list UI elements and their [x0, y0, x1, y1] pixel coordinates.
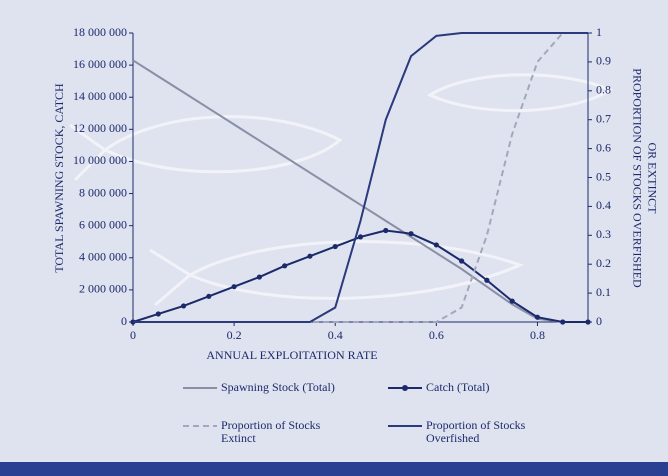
x-tick-label: 0: [130, 328, 136, 342]
data-point: [408, 231, 414, 237]
legend-label: Spawning Stock (Total): [221, 380, 335, 394]
legend-label: Proportion of Stocks Extinct: [221, 418, 321, 445]
y2-axis-label: OR EXTINCT: [645, 143, 659, 215]
y-tick-label: 18 000 000: [73, 25, 127, 39]
y2-tick-label: 0.5: [596, 169, 611, 183]
data-point: [332, 243, 338, 250]
data-point: [383, 227, 389, 234]
x-tick-label: 0.4: [328, 328, 343, 342]
legend-label: Proportion of Stocks Overfished: [426, 418, 526, 445]
data-point: [357, 234, 364, 240]
y2-tick-label: 0: [596, 314, 602, 328]
y-tick-label: 10 000 000: [73, 153, 127, 167]
y-tick-label: 6 000 000: [79, 217, 127, 231]
data-point: [180, 303, 187, 309]
series-line: [132, 59, 588, 323]
y-tick-label: 2 000 000: [79, 282, 127, 296]
series-line: [133, 32, 588, 323]
data-point: [534, 314, 541, 320]
x-tick-label: 0.2: [227, 328, 242, 342]
y-tick-label: 4 000 000: [79, 250, 127, 264]
data-point: [282, 263, 288, 269]
data-point: [307, 253, 313, 259]
data-point: [560, 319, 566, 325]
y2-axis-label: PROPORTION OF STOCKS OVERFISHED: [630, 68, 644, 288]
x-tick-label: 0.6: [429, 328, 444, 342]
y2-tick-label: 1: [596, 25, 602, 39]
data-point: [459, 258, 465, 264]
data-point: [256, 274, 262, 280]
data-point: [484, 277, 490, 283]
legend-label: Catch (Total): [426, 380, 490, 394]
fish-decoration: [69, 73, 614, 307]
legend-marker: [402, 385, 408, 391]
data-point: [585, 319, 591, 325]
y-tick-label: 16 000 000: [73, 57, 127, 71]
y2-tick-label: 0.6: [596, 140, 611, 154]
y2-tick-label: 0.3: [596, 227, 611, 241]
data-point: [433, 242, 439, 248]
y2-tick-label: 0.4: [596, 198, 611, 212]
data-point: [155, 311, 161, 317]
y2-tick-label: 0.2: [596, 256, 611, 270]
y-tick-label: 8 000 000: [79, 185, 127, 199]
x-tick-label: 0.8: [530, 328, 545, 342]
y2-tick-label: 0.1: [596, 285, 611, 299]
y-tick-label: 14 000 000: [73, 89, 127, 103]
y-tick-label: 12 000 000: [73, 121, 127, 135]
data-point: [206, 293, 212, 299]
y-axis-label: TOTAL SPAWNING STOCK, CATCH: [52, 83, 66, 273]
y2-tick-label: 0.8: [596, 83, 611, 97]
footer-bar: [0, 462, 668, 476]
y2-tick-label: 0.7: [596, 111, 611, 125]
y2-tick-label: 0.9: [596, 54, 611, 68]
data-point: [231, 284, 237, 290]
x-axis-label: ANNUAL EXPLOITATION RATE: [206, 348, 377, 362]
data-point: [509, 298, 515, 304]
y-tick-label: 0: [121, 314, 127, 328]
